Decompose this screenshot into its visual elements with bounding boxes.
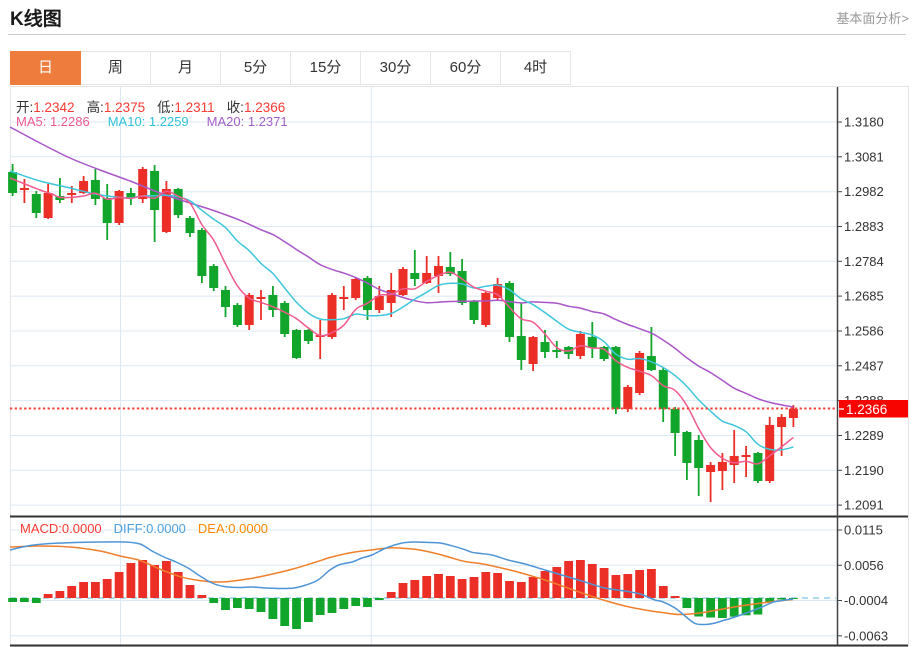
svg-text:1.2289: 1.2289 [844,428,884,443]
svg-text:1.2784: 1.2784 [844,254,884,269]
svg-text:1.3081: 1.3081 [844,149,884,164]
svg-text:-0.0004: -0.0004 [844,593,888,608]
svg-text:1.2366: 1.2366 [846,402,887,417]
svg-text:1.2883: 1.2883 [844,219,884,234]
svg-text:1.2685: 1.2685 [844,289,884,304]
svg-text:0.0056: 0.0056 [844,558,884,573]
svg-text:0.0115: 0.0115 [844,523,883,538]
svg-text:1.2487: 1.2487 [844,358,884,373]
svg-text:1.3180: 1.3180 [844,115,884,130]
svg-text:1.2091: 1.2091 [844,498,884,513]
svg-text:1.2190: 1.2190 [844,463,884,478]
svg-text:1.2586: 1.2586 [844,324,884,339]
svg-text:-0.0063: -0.0063 [844,628,888,643]
svg-text:1.2982: 1.2982 [844,184,884,199]
